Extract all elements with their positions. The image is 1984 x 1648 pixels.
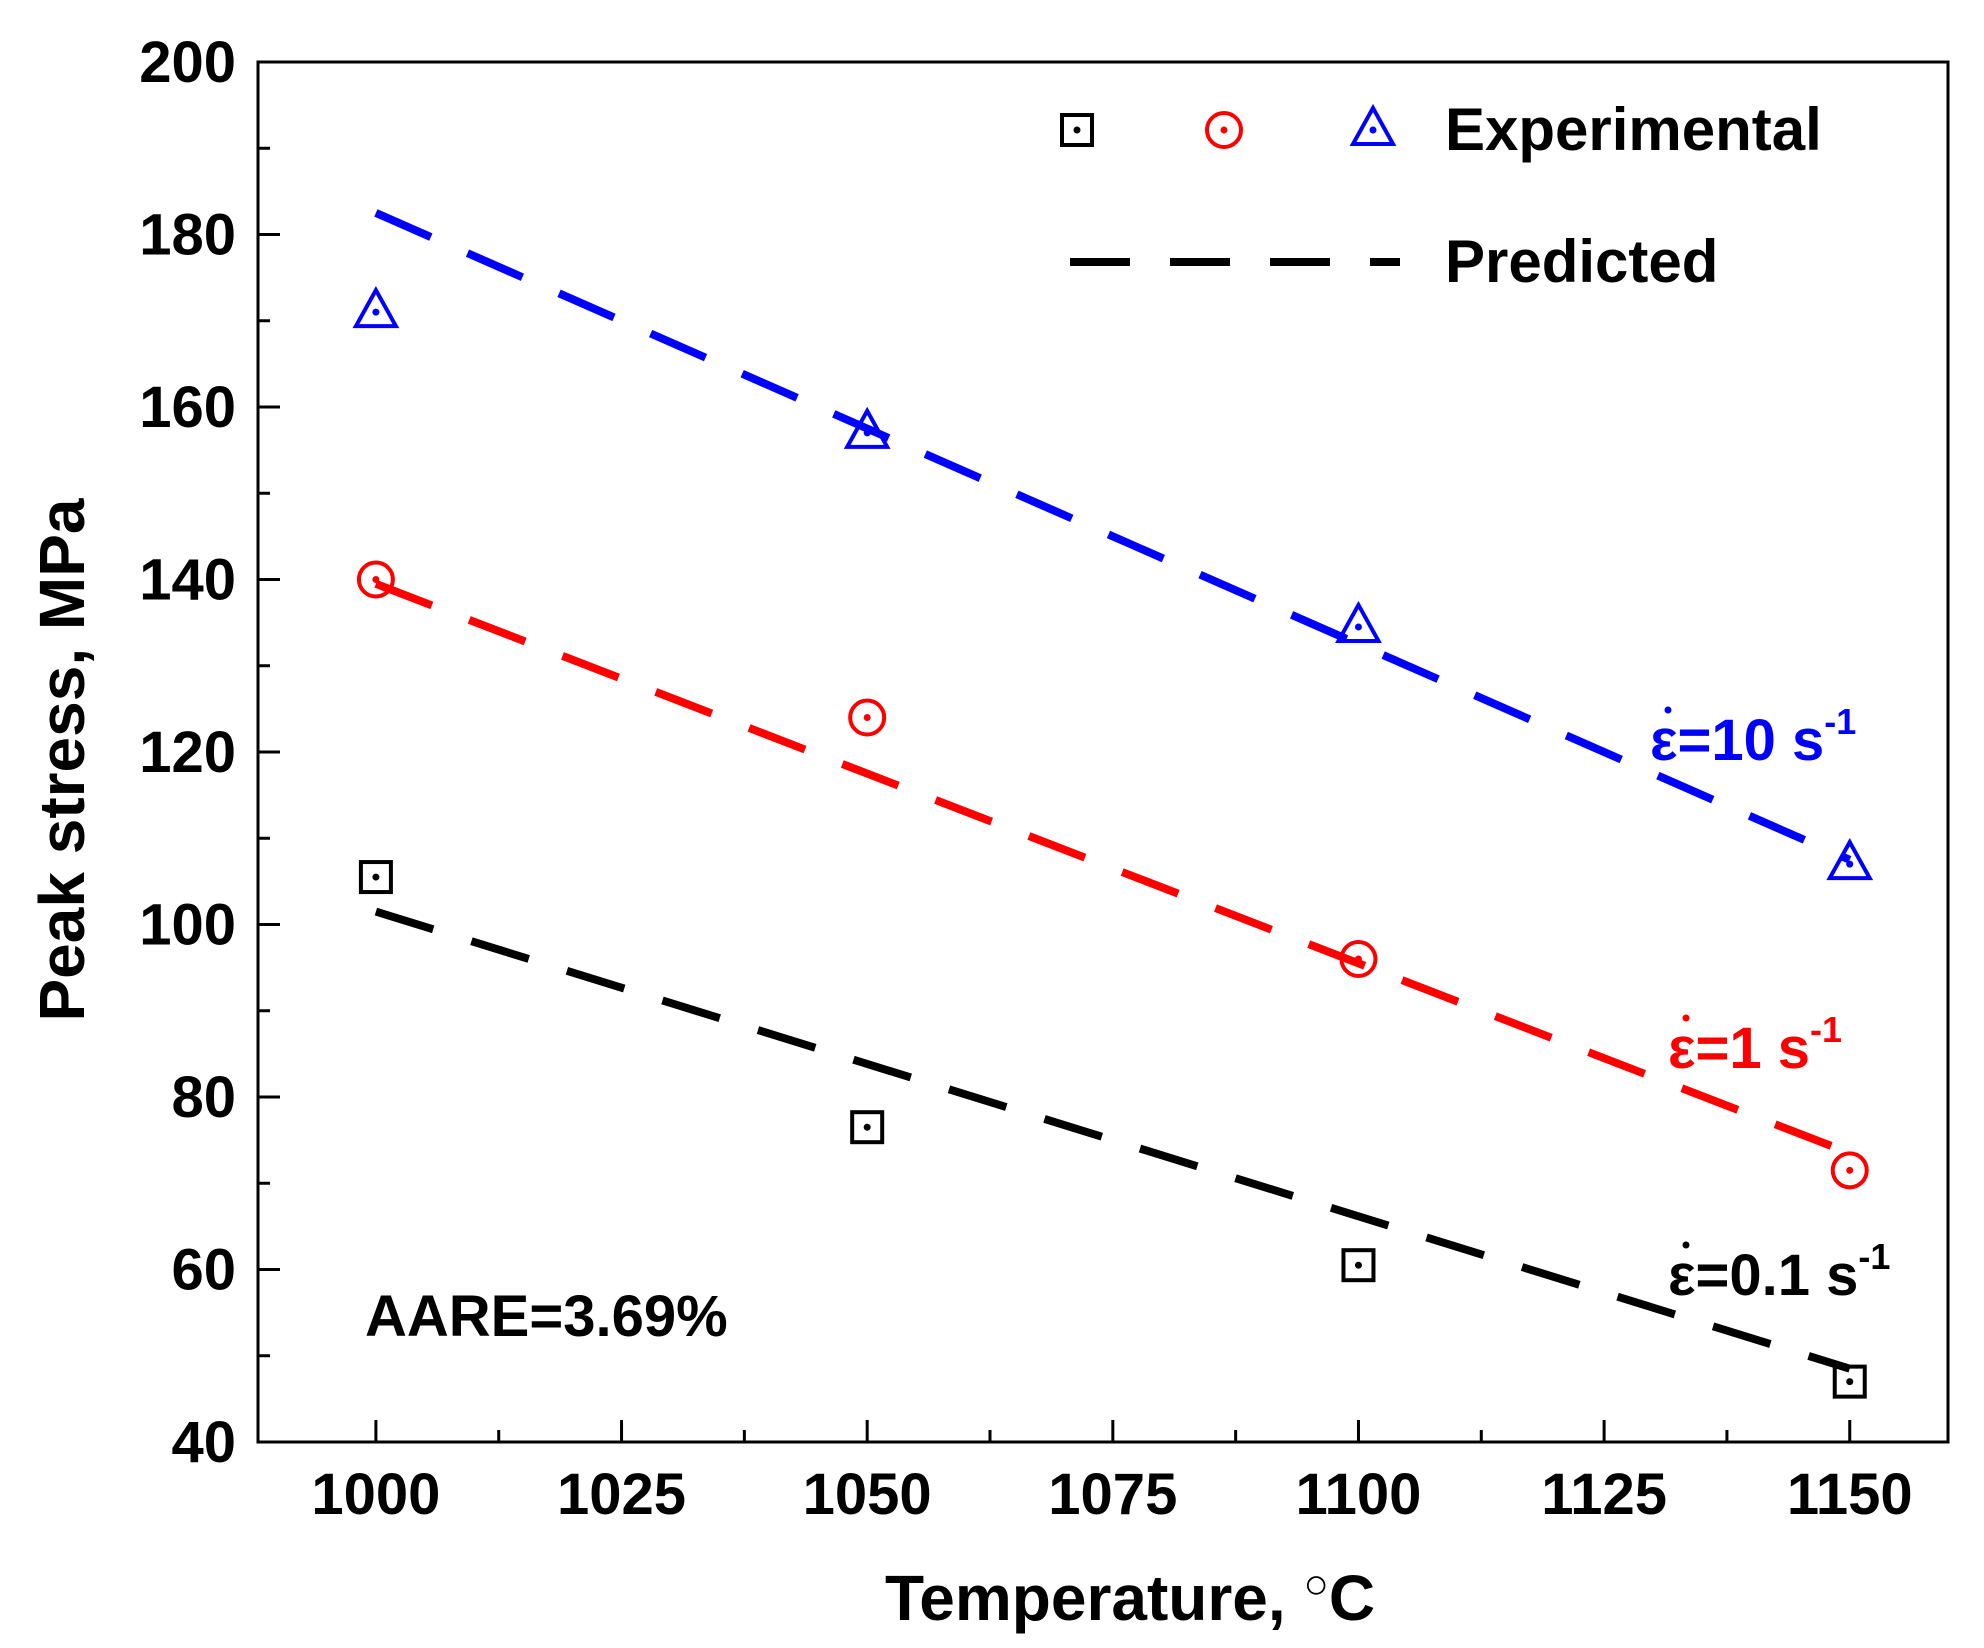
predicted-line-10-s-1 — [374, 209, 1852, 864]
series-label: ε=1 s-1 — [1668, 1009, 1842, 1081]
data-point — [358, 860, 393, 895]
y-tick-label: 40 — [171, 1410, 236, 1475]
series-label-sup: -1 — [1824, 701, 1856, 742]
x-tick-label: 1050 — [803, 1462, 932, 1527]
strain-rate-dot — [1664, 706, 1672, 714]
legend-marker — [1060, 113, 1094, 147]
y-tick-label: 80 — [171, 1065, 236, 1130]
x-tick-label: 1000 — [311, 1462, 440, 1527]
x-tick-label: 1075 — [1048, 1462, 1177, 1527]
legend-marker — [1205, 111, 1243, 149]
y-tick-label: 60 — [171, 1238, 236, 1303]
svg-text:Temperature, ○C: Temperature, ○C — [885, 1560, 1375, 1634]
predicted-line-0-1-s-1 — [374, 907, 1851, 1373]
data-point — [356, 560, 395, 599]
series-label-text: =10 s — [1678, 708, 1825, 773]
experimental-points — [352, 286, 1874, 1399]
data-point — [1826, 838, 1874, 881]
y-tick-label: 120 — [139, 720, 236, 785]
strain-rate-symbol: ε — [1668, 1016, 1696, 1081]
series-label-sup: -1 — [1858, 1236, 1890, 1277]
legend-experimental-label: Experimental — [1445, 96, 1822, 163]
data-point — [848, 698, 887, 737]
series-label-sup: -1 — [1810, 1009, 1842, 1050]
data-point — [1339, 940, 1378, 978]
y-tick-label: 140 — [139, 548, 236, 613]
y-tick-label: 180 — [139, 203, 236, 268]
data-point — [843, 406, 891, 449]
data-point — [1830, 1151, 1869, 1190]
x-tick-label: 1150 — [1787, 1462, 1913, 1527]
aare-annotation: AARE=3.69% — [365, 1284, 728, 1349]
data-point — [850, 1110, 885, 1145]
series-label-text: =0.1 s — [1696, 1243, 1859, 1308]
strain-rate-symbol: ε — [1650, 708, 1678, 773]
x-axis-label-unit: C — [1329, 1562, 1375, 1634]
degree-symbol: ○ — [1303, 1560, 1328, 1607]
legend: Experimental Predicted — [1060, 96, 1822, 295]
series-label: ε=0.1 s-1 — [1668, 1236, 1890, 1308]
axes: 1000 1025 1050 1075 1100 1125 1150 40 60 80 100 120… — [139, 30, 1950, 1527]
data-point — [1341, 1248, 1376, 1283]
series-labels: ε=0.1 s-1ε=1 s-1ε=10 s-1 — [1650, 701, 1890, 1308]
data-point — [1832, 1364, 1867, 1399]
data-point — [1335, 600, 1382, 643]
predicted-line-1-s-1 — [374, 580, 1852, 1157]
y-axis-label: Peak stress, MPa — [26, 498, 98, 1021]
x-tick-label: 1125 — [1541, 1462, 1667, 1527]
x-axis-label-text: Temperature, — [885, 1562, 1304, 1634]
y-tick-label: 160 — [139, 375, 236, 440]
series-label: ε=10 s-1 — [1650, 701, 1856, 773]
x-tick-label: 1100 — [1296, 1462, 1422, 1527]
data-point — [352, 286, 400, 329]
legend-predicted-label: Predicted — [1445, 228, 1718, 295]
predicted-lines — [374, 209, 1852, 1373]
strain-rate-dot — [1682, 1014, 1690, 1022]
y-tick-label: 100 — [139, 893, 236, 958]
x-tick-label: 1025 — [557, 1462, 686, 1527]
strain-rate-symbol: ε — [1668, 1243, 1696, 1308]
x-axis-label: Temperature, ○C — [885, 1560, 1375, 1634]
series-label-text: =1 s — [1696, 1016, 1811, 1081]
legend-marker — [1349, 103, 1397, 146]
strain-rate-dot — [1682, 1241, 1690, 1249]
y-tick-label: 200 — [139, 30, 236, 95]
